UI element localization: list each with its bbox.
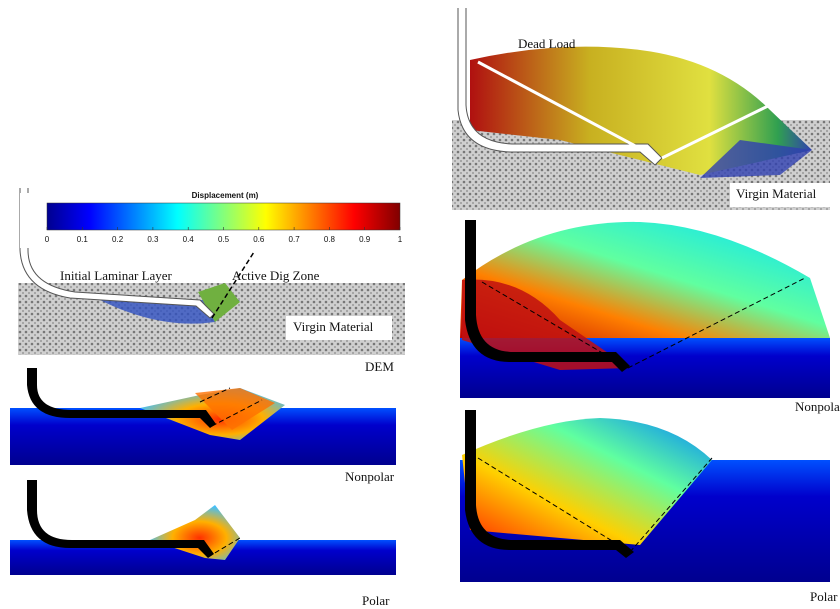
caption: Polar [810,589,838,604]
colorbar-tick-label: 1 [398,235,403,244]
colorbar-title: Displacement (m) [192,191,259,200]
caption: Nonpolar [795,399,840,414]
label-zone: Active Dig Zone [232,268,320,283]
colorbar-tick-label: 0.6 [253,235,265,244]
right-dem-panel: Dead Load Virgin Material [452,8,830,210]
left-polar-panel: Polar [10,480,396,608]
figure: Initial Laminar Layer Active Dig Zone Vi… [0,0,840,609]
colorbar-tick-label: 0.9 [359,235,371,244]
colorbar-tick-label: 0.1 [77,235,89,244]
colorbar-tick-label: 0 [45,235,50,244]
label-load: Dead Load [518,36,576,51]
colorbar-tick-label: 0.8 [324,235,336,244]
caption: DEM [365,359,394,374]
colorbar-gradient [47,203,400,230]
caption: Nonpolar [345,469,395,484]
right-nonpolar-panel: Nonpolar [460,220,840,414]
colorbar-tick-label: 0.5 [218,235,230,244]
label-ground: Virgin Material [736,186,817,201]
colorbar-tick-label: 0.7 [289,235,301,244]
right-polar-panel: Polar [460,410,838,604]
left-nonpolar-panel: Nonpolar [10,368,396,484]
label-ground: Virgin Material [293,319,374,334]
caption: Polar [362,593,390,608]
colorbar-tick-label: 0.3 [147,235,159,244]
colorbar-tick-label: 0.4 [183,235,195,244]
colorbar-tick-label: 0.2 [112,235,124,244]
label-layer: Initial Laminar Layer [60,268,173,283]
